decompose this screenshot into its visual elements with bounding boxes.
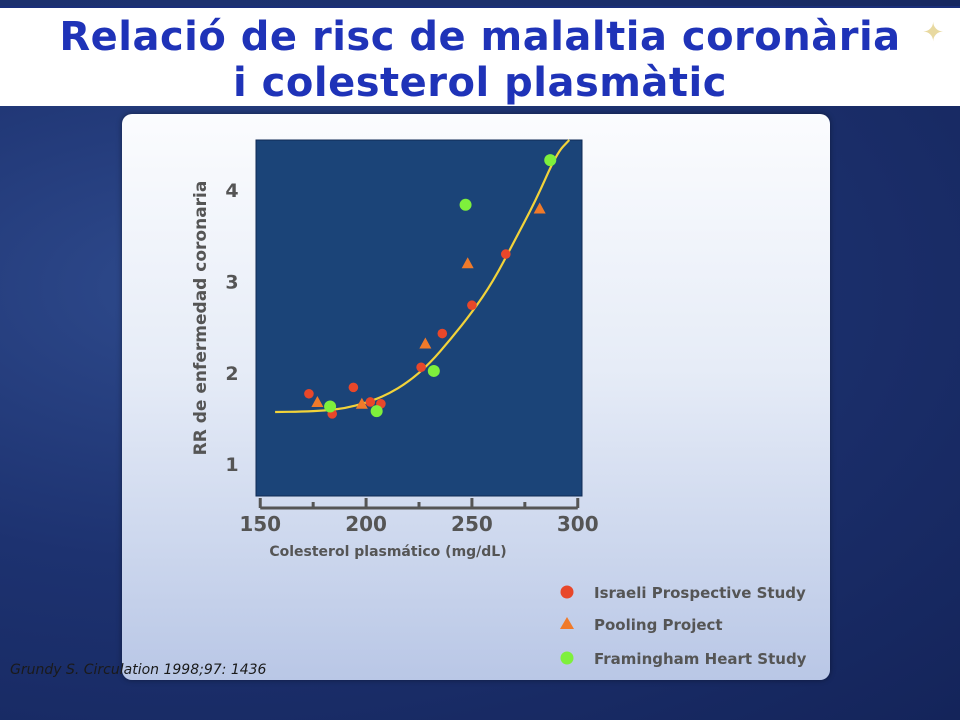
israeli-point xyxy=(304,388,314,399)
pooling-point xyxy=(461,257,474,269)
x-axis: 150 200 250 300 xyxy=(239,498,599,536)
framingham-point xyxy=(370,405,383,418)
y-tick-label: 1 xyxy=(225,454,238,476)
framingham-point xyxy=(459,198,472,211)
legend-israeli: Israeli Prospective Study xyxy=(594,584,806,602)
citation: Grundy S. Circulation 1998;97: 1436 xyxy=(10,662,267,678)
legend-marker xyxy=(560,651,574,665)
pooling-point xyxy=(311,395,324,407)
y-tick-label: 2 xyxy=(225,363,238,385)
y-axis-label: RR de enfermedad coronaria xyxy=(191,181,211,456)
fitted-curve xyxy=(275,139,571,414)
legend-pooling: Pooling Project xyxy=(594,616,723,634)
framingham-point xyxy=(427,364,440,377)
plot-area xyxy=(255,139,583,497)
israeli-point xyxy=(500,249,511,259)
title-band: Relació de risc de malaltia coronària i … xyxy=(0,6,960,106)
y-tick-label: 4 xyxy=(225,180,238,202)
israeli-point xyxy=(348,382,359,393)
x-tick-label: 150 xyxy=(239,512,281,536)
israeli-point xyxy=(437,328,448,339)
x-axis-label: Colesterol plasmático (mg/dL) xyxy=(269,544,506,560)
framingham-point xyxy=(324,400,337,413)
israeli-point xyxy=(467,300,477,311)
legend: Israeli Prospective Study Pooling Project… xyxy=(560,584,807,668)
star-icon: ✦ xyxy=(922,18,944,48)
pooling-point xyxy=(355,397,368,409)
pooling-point xyxy=(419,337,432,349)
legend-framingham: Framingham Heart Study xyxy=(594,650,807,668)
israeli-point xyxy=(365,397,376,407)
legend-marker xyxy=(560,617,574,629)
israeli-point xyxy=(416,362,426,373)
data-points xyxy=(304,154,557,419)
framingham-point xyxy=(544,154,557,167)
x-tick-label: 200 xyxy=(345,512,387,536)
legend-marker xyxy=(560,585,574,599)
y-tick-label: 3 xyxy=(225,271,238,293)
slide-title-line2: i colesterol plasmàtic xyxy=(233,60,727,106)
pooling-point xyxy=(533,202,546,214)
y-axis-ticks: 1 2 3 4 xyxy=(225,180,238,476)
slide-title-line1: Relació de risc de malaltia coronària xyxy=(59,14,901,60)
x-tick-label: 250 xyxy=(451,512,493,536)
x-tick-label: 300 xyxy=(557,512,599,536)
